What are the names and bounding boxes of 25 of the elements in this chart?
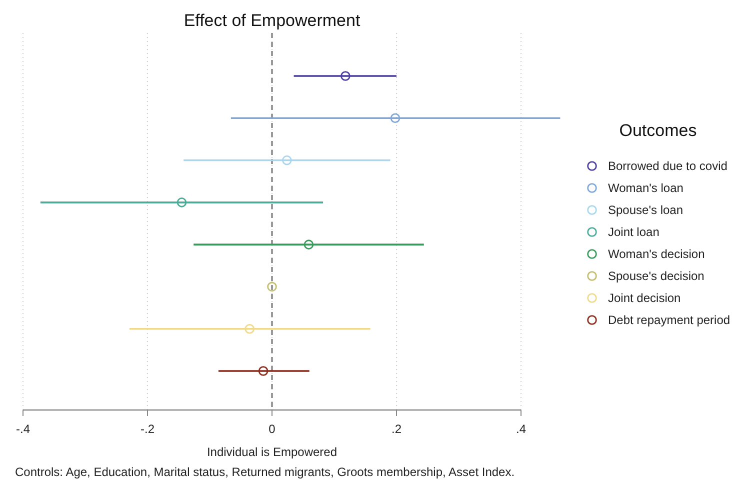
legend-title: Outcomes bbox=[619, 121, 697, 140]
point bbox=[282, 155, 292, 166]
legend-label: Woman's decision bbox=[608, 247, 705, 261]
legend-label: Debt repayment period bbox=[608, 313, 730, 327]
point bbox=[340, 71, 350, 81]
legend-label: Woman's loan bbox=[608, 181, 684, 195]
legend-label: Joint loan bbox=[608, 225, 660, 239]
point bbox=[176, 198, 187, 208]
point bbox=[304, 240, 314, 250]
chart-title: Effect of Empowerment bbox=[184, 11, 360, 30]
x-tick-label: -.2 bbox=[140, 422, 155, 436]
x-axis-title: Individual is Empowered bbox=[206, 445, 338, 459]
x-tick-label: .4 bbox=[516, 422, 526, 436]
x-tick-label: 0 bbox=[268, 422, 276, 436]
x-tick-label: -.4 bbox=[16, 422, 30, 436]
legend-label: Borrowed due to covid bbox=[608, 159, 728, 173]
legend-label: Joint decision bbox=[608, 291, 681, 305]
legend-label: Spouse's decision bbox=[608, 269, 704, 283]
point bbox=[267, 282, 277, 292]
text: Controls: Age, Education, Marital status, Returned migrants, Groots membership, Asset Index. bbox=[15, 465, 515, 479]
point bbox=[244, 324, 254, 334]
legend-label: Spouse's loan bbox=[608, 203, 684, 217]
point bbox=[390, 113, 400, 124]
x-tick-label: .2 bbox=[391, 422, 402, 436]
point bbox=[258, 366, 268, 376]
